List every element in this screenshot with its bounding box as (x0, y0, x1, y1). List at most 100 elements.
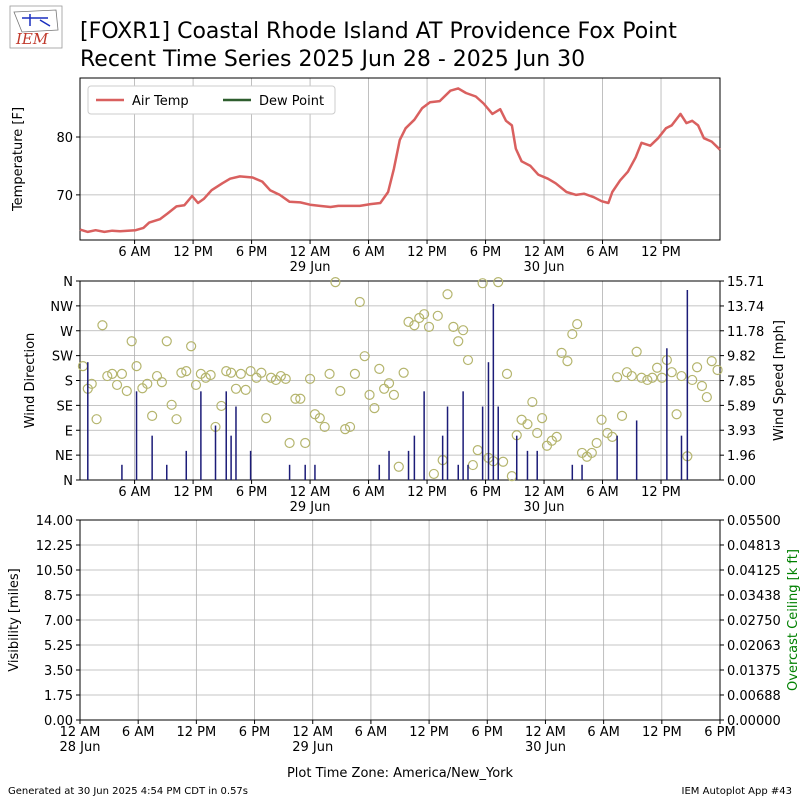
y2-tick-label: 3.93 (727, 424, 756, 439)
wind-speed-bar (407, 450, 410, 480)
wind-direction-point (151, 370, 163, 382)
wind-direction-point (458, 325, 469, 336)
x-tick-label: 12 AM 29 Jun (289, 245, 331, 275)
wind-speed-bar (423, 391, 425, 480)
wind-direction-point (131, 361, 142, 372)
wind-direction-point (706, 356, 717, 367)
wind-direction-point (121, 385, 132, 397)
wind-speed-bar (288, 464, 291, 480)
y2-tick-label: 0.04813 (727, 539, 781, 554)
y-tick-label: 14.00 (36, 514, 73, 529)
wind-direction-point (369, 403, 380, 414)
x-tick-label: 12 PM (173, 485, 213, 500)
y2-tick-label: 15.71 (727, 275, 764, 290)
footer-right: IEM Autoplot App #43 (682, 786, 792, 797)
y2-tick-label: 1.96 (727, 449, 756, 464)
wind-direction-point (335, 385, 346, 397)
wind-direction-point (522, 419, 533, 430)
x-tick-label: 12 PM (407, 245, 447, 260)
wind-direction-point (230, 383, 242, 394)
wind-direction-point (567, 328, 578, 340)
logo: IEM (9, 5, 63, 49)
y-tick-label: 10.50 (36, 564, 73, 579)
wind-direction-point (631, 346, 642, 357)
x-tick-label: 6 AM (121, 725, 155, 740)
x-tick-label: 12 PM (409, 725, 449, 740)
title: [FOXR1] Coastal Rhode Island AT Providen… (80, 19, 677, 44)
wind-speed-bar (151, 435, 153, 480)
wind-speed-bar (235, 406, 237, 480)
wind-speed-bar (225, 391, 227, 480)
wind-direction-point (216, 400, 227, 412)
y-tick-label: 80 (56, 131, 73, 146)
y2-tick-label: 0.00688 (727, 689, 781, 704)
wind-direction-point (181, 366, 192, 377)
wind-direction-point (428, 468, 439, 480)
wind-speed-bar (135, 391, 138, 480)
wind-direction-point (642, 374, 653, 386)
wind-speed-bar (388, 450, 390, 480)
wind-speed-bar (666, 348, 668, 480)
wind-direction-point (379, 383, 390, 394)
wind-direction-point (687, 374, 698, 386)
x-tick-label: 6 AM (354, 725, 388, 740)
wind-direction-point (221, 366, 232, 377)
wind-speed-bar (441, 435, 444, 480)
wind-speed-bar (121, 464, 123, 480)
wind-direction-point (636, 372, 647, 383)
wind-direction-point (176, 367, 187, 378)
wind-speed-bar (166, 464, 168, 480)
x-tick-label: 12 AM 28 Jun (59, 725, 101, 755)
y-tick-label: SW (52, 350, 73, 365)
wind-direction-point (612, 372, 623, 383)
wind-direction-point (586, 447, 597, 459)
y-tick-label: 12.25 (36, 539, 73, 554)
wind-speed-bar (680, 435, 683, 480)
wind-direction-point (304, 373, 316, 384)
wind-speed-bar (481, 406, 484, 480)
wind-direction-point (205, 369, 216, 381)
x-tick-label: 6 PM (238, 725, 271, 740)
wind-direction-point (166, 399, 177, 410)
wind-direction-point (171, 414, 182, 425)
wind-direction-point (91, 414, 102, 425)
y-tick-label: 8.75 (44, 589, 73, 604)
footer-left: Generated at 30 Jun 2025 4:54 PM CDT in … (8, 786, 248, 797)
wind-direction-point (596, 414, 607, 425)
wind-speed-bar (457, 464, 459, 480)
wind-direction-point (671, 409, 682, 420)
wind-direction-point (616, 410, 628, 421)
wind-direction-point (245, 366, 256, 377)
y-tick-label: 7.00 (44, 614, 73, 629)
x-tick-label: 6 PM (235, 485, 268, 500)
wind-direction-point (295, 393, 306, 404)
y2-tick-label: 0.04125 (727, 564, 781, 579)
y2-tick-label: 0.03438 (727, 589, 781, 604)
y2-tick-label: 7.85 (727, 375, 756, 390)
y-tick-label: W (60, 325, 73, 340)
wind-speed-bar (185, 450, 188, 480)
x-tick-label: 6 PM (469, 485, 502, 500)
x-tick-label: 6 PM (469, 245, 502, 260)
y-tick-label: E (65, 424, 73, 439)
wind-direction-point (432, 310, 443, 321)
wind-direction-point (97, 320, 108, 331)
wind-direction-point (235, 368, 246, 379)
wind-direction-point (330, 277, 341, 288)
y2-tick-label: 11.78 (727, 325, 764, 340)
y-tick-label: 3.50 (44, 664, 73, 679)
wind-direction-point (536, 412, 548, 424)
wind-direction-point (261, 412, 272, 424)
y2-tick-label: 0.02750 (727, 614, 781, 629)
x-tick-label: 6 AM (352, 485, 385, 500)
wind-speed-bar (230, 435, 232, 480)
y-tick-label: 5.25 (44, 639, 73, 654)
x-tick-label: 12 PM (176, 725, 217, 740)
x-tick-label: 12 PM (641, 245, 681, 260)
wind-direction-point (477, 278, 488, 289)
x-tick-label: 6 PM (471, 725, 503, 740)
wind-direction-point (142, 378, 153, 389)
y2-axis-label: Wind Speed [mph] (772, 320, 787, 441)
wind-direction-point (442, 289, 453, 300)
